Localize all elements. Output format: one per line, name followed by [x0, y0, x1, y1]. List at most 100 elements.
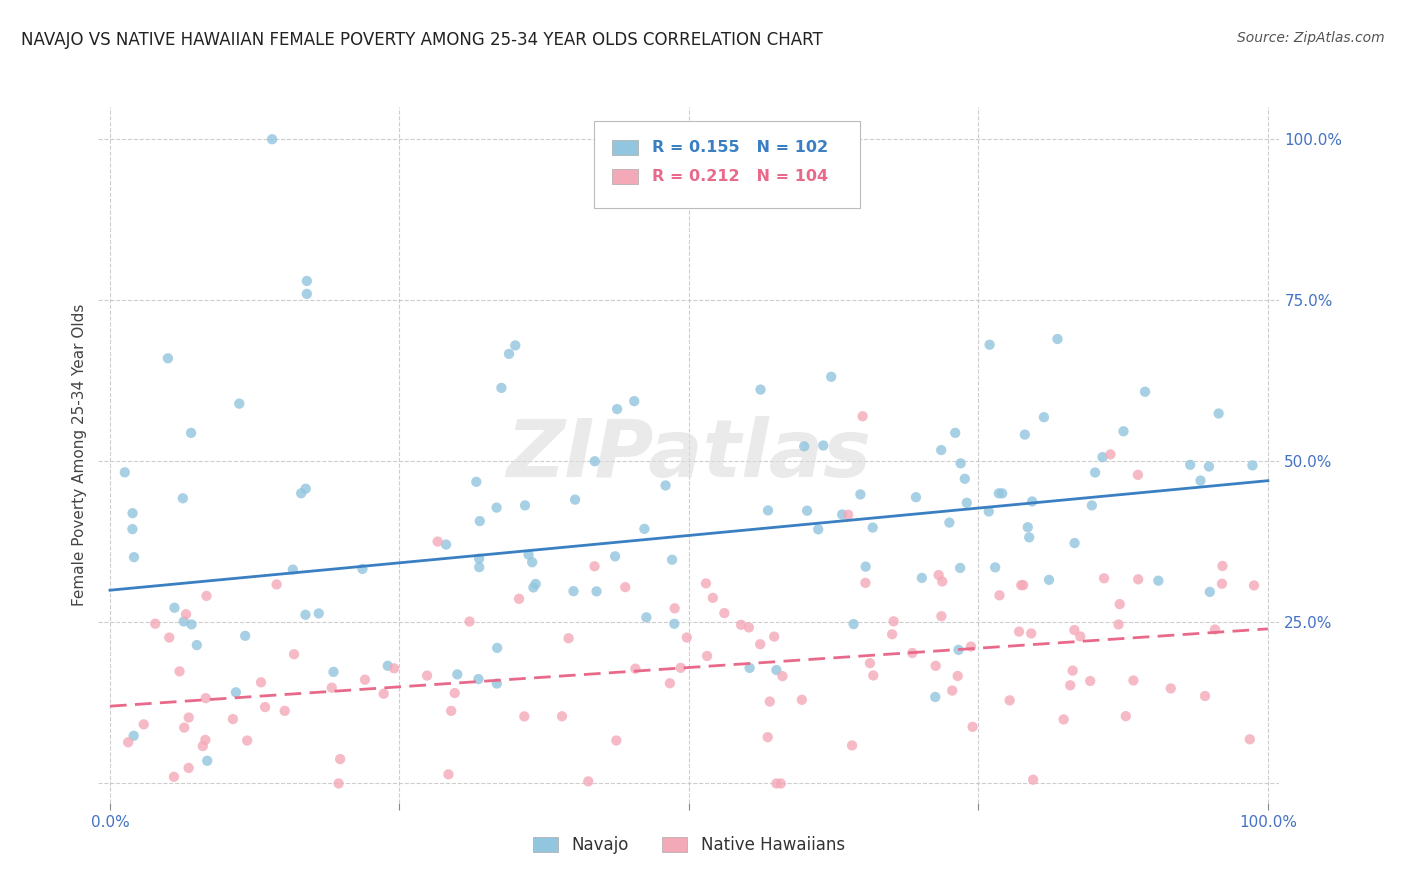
- Point: [557, 631, 579, 645]
- Point: [446, 667, 468, 681]
- Point: [763, 630, 786, 644]
- Point: [156, 351, 179, 366]
- Point: [322, 665, 344, 679]
- Point: [603, 549, 626, 564]
- Point: [1128, 572, 1150, 586]
- Point: [841, 739, 863, 753]
- Point: [458, 615, 481, 629]
- Point: [938, 516, 960, 530]
- Point: [1115, 709, 1137, 723]
- Point: [904, 490, 927, 504]
- Point: [1091, 450, 1114, 464]
- Point: [195, 589, 218, 603]
- Point: [254, 700, 277, 714]
- Point: [1012, 578, 1035, 592]
- Text: NAVAJO VS NATIVE HAWAIIAN FEMALE POVERTY AMONG 25-34 YEAR OLDS CORRELATION CHART: NAVAJO VS NATIVE HAWAIIAN FEMALE POVERTY…: [21, 31, 823, 49]
- Point: [503, 338, 526, 352]
- Point: [228, 397, 250, 411]
- Point: [498, 347, 520, 361]
- Point: [517, 548, 540, 562]
- Point: [1239, 732, 1261, 747]
- Point: [658, 676, 681, 690]
- FancyBboxPatch shape: [612, 169, 638, 185]
- Point: [769, 776, 792, 790]
- Point: [467, 672, 489, 686]
- Point: [491, 381, 513, 395]
- Point: [984, 560, 1007, 574]
- Point: [377, 658, 399, 673]
- Point: [807, 522, 830, 536]
- Point: [468, 514, 491, 528]
- Point: [636, 610, 658, 624]
- Point: [924, 690, 946, 704]
- Point: [416, 668, 439, 682]
- Point: [163, 600, 186, 615]
- Point: [796, 504, 818, 518]
- Point: [132, 717, 155, 731]
- Point: [583, 559, 606, 574]
- Point: [585, 584, 607, 599]
- Point: [173, 615, 195, 629]
- Point: [1019, 626, 1042, 640]
- Point: [987, 486, 1010, 500]
- Point: [177, 761, 200, 775]
- Point: [756, 503, 779, 517]
- Text: R = 0.212   N = 104: R = 0.212 N = 104: [652, 169, 828, 184]
- Point: [122, 729, 145, 743]
- Point: [522, 581, 544, 595]
- Point: [486, 640, 509, 655]
- Point: [813, 438, 835, 452]
- Point: [654, 478, 676, 492]
- Point: [1010, 578, 1032, 592]
- Point: [222, 712, 245, 726]
- Point: [624, 662, 647, 676]
- Point: [295, 274, 318, 288]
- Point: [114, 466, 136, 480]
- Point: [664, 616, 686, 631]
- Point: [793, 439, 815, 453]
- Point: [1122, 673, 1144, 688]
- Point: [820, 369, 842, 384]
- Point: [266, 577, 288, 591]
- Point: [180, 617, 202, 632]
- Point: [943, 425, 966, 440]
- Point: [901, 646, 924, 660]
- Point: [513, 709, 536, 723]
- Point: [991, 486, 1014, 500]
- Point: [842, 617, 865, 632]
- Text: Source: ZipAtlas.com: Source: ZipAtlas.com: [1237, 31, 1385, 45]
- Point: [931, 609, 953, 624]
- Point: [1241, 458, 1264, 473]
- Point: [759, 694, 782, 708]
- Point: [1147, 574, 1170, 588]
- Point: [606, 402, 628, 417]
- Point: [1211, 576, 1233, 591]
- Point: [713, 606, 735, 620]
- Point: [790, 693, 813, 707]
- Point: [749, 637, 772, 651]
- Point: [859, 656, 882, 670]
- Point: [1133, 384, 1156, 399]
- Point: [696, 648, 718, 663]
- Point: [862, 520, 884, 534]
- Point: [434, 537, 457, 551]
- Point: [437, 767, 460, 781]
- Point: [562, 584, 585, 599]
- Point: [177, 710, 200, 724]
- Point: [738, 620, 761, 634]
- Point: [233, 629, 256, 643]
- Point: [1112, 425, 1135, 439]
- Point: [956, 496, 979, 510]
- Point: [1081, 499, 1104, 513]
- Point: [122, 550, 145, 565]
- Point: [695, 576, 717, 591]
- Point: [583, 454, 606, 468]
- Point: [468, 551, 491, 566]
- Point: [1059, 678, 1081, 692]
- Point: [468, 560, 491, 574]
- Point: [911, 571, 934, 585]
- Point: [290, 486, 312, 500]
- Point: [274, 704, 297, 718]
- Point: [946, 669, 969, 683]
- Point: [855, 559, 877, 574]
